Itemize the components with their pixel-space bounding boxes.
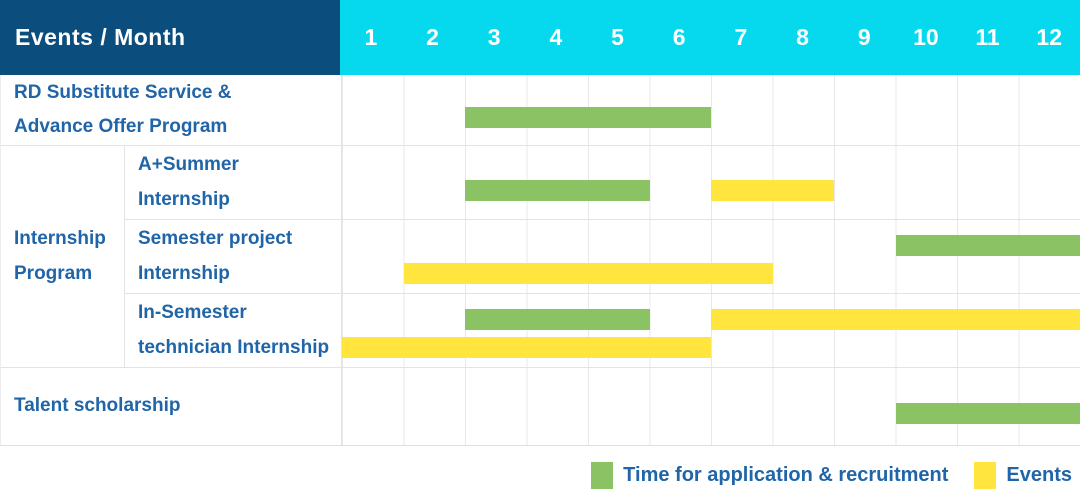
row-timeline-in-semester-technician: [341, 294, 1080, 367]
month-header-4: 4: [549, 24, 563, 50]
row-label-rd-substitute: RD Substitute Service & Advance Offer Pr…: [14, 81, 232, 137]
events-legend-label: Events: [1006, 463, 1072, 486]
row-label-in-semester-technician: In-Semester technician Internship: [138, 302, 330, 358]
application-recruitment-bar: [465, 309, 650, 330]
table-header: Events / Month 1 2 3 4 5 6 7 8 9 10 11 1…: [0, 0, 1080, 75]
application-legend-swatch: [591, 461, 614, 489]
table-row: RD Substitute Service & Advance Offer Pr…: [1, 75, 1080, 145]
table-row: Semester project Internship: [125, 219, 1080, 293]
month-header-5: 5: [611, 24, 624, 50]
events-bar: [711, 179, 834, 201]
month-header-10: 10: [913, 24, 939, 50]
group-label-internship-program: Internship Program: [1, 146, 125, 367]
month-header-8: 8: [796, 24, 809, 50]
events-legend-swatch: [974, 461, 997, 489]
row-label-talent-scholarship: Talent scholarship: [14, 395, 181, 417]
application-recruitment-bar: [465, 179, 650, 201]
table-row: A+Summer Internship: [125, 146, 1080, 219]
month-header-3: 3: [487, 24, 501, 50]
application-recruitment-bar: [895, 235, 1080, 256]
legend: Time for application & recruitment Event…: [0, 446, 1080, 494]
row-timeline-talent-scholarship: [341, 368, 1080, 445]
row-timeline-rd-substitute: [341, 75, 1080, 145]
table-row: Talent scholarship: [1, 367, 1080, 445]
table-row: In-Semester technician Internship: [125, 293, 1080, 367]
month-header-row: 1 2 3 4 5 6 7 8 9 10 11 12: [340, 0, 1080, 75]
month-header-6: 6: [672, 24, 686, 50]
month-header-12: 12: [1036, 24, 1063, 50]
events-bar: [711, 309, 1080, 330]
application-legend-label: Time for application & recruitment: [623, 463, 949, 486]
month-header-9: 9: [857, 24, 871, 50]
month-header-1: 1: [364, 24, 378, 50]
month-header-7: 7: [734, 24, 748, 50]
events-bar: [342, 337, 711, 358]
table-body: RD Substitute Service & Advance Offer Pr…: [0, 75, 1080, 446]
events-bar: [403, 263, 773, 284]
row-timeline-a-plus-summer: [341, 146, 1080, 219]
month-header-2: 2: [426, 24, 439, 50]
application-recruitment-bar: [895, 403, 1080, 425]
application-recruitment-bar: [465, 107, 711, 129]
row-label-a-plus-summer: A+Summer Internship: [138, 154, 239, 210]
internship-program-group: Internship Program A+Summer Internship S…: [1, 145, 1080, 367]
events-month-header: Events / Month: [0, 0, 340, 75]
month-header-11: 11: [975, 24, 1000, 50]
row-timeline-semester-project: [341, 220, 1080, 293]
row-label-semester-project: Semester project Internship: [138, 228, 293, 284]
